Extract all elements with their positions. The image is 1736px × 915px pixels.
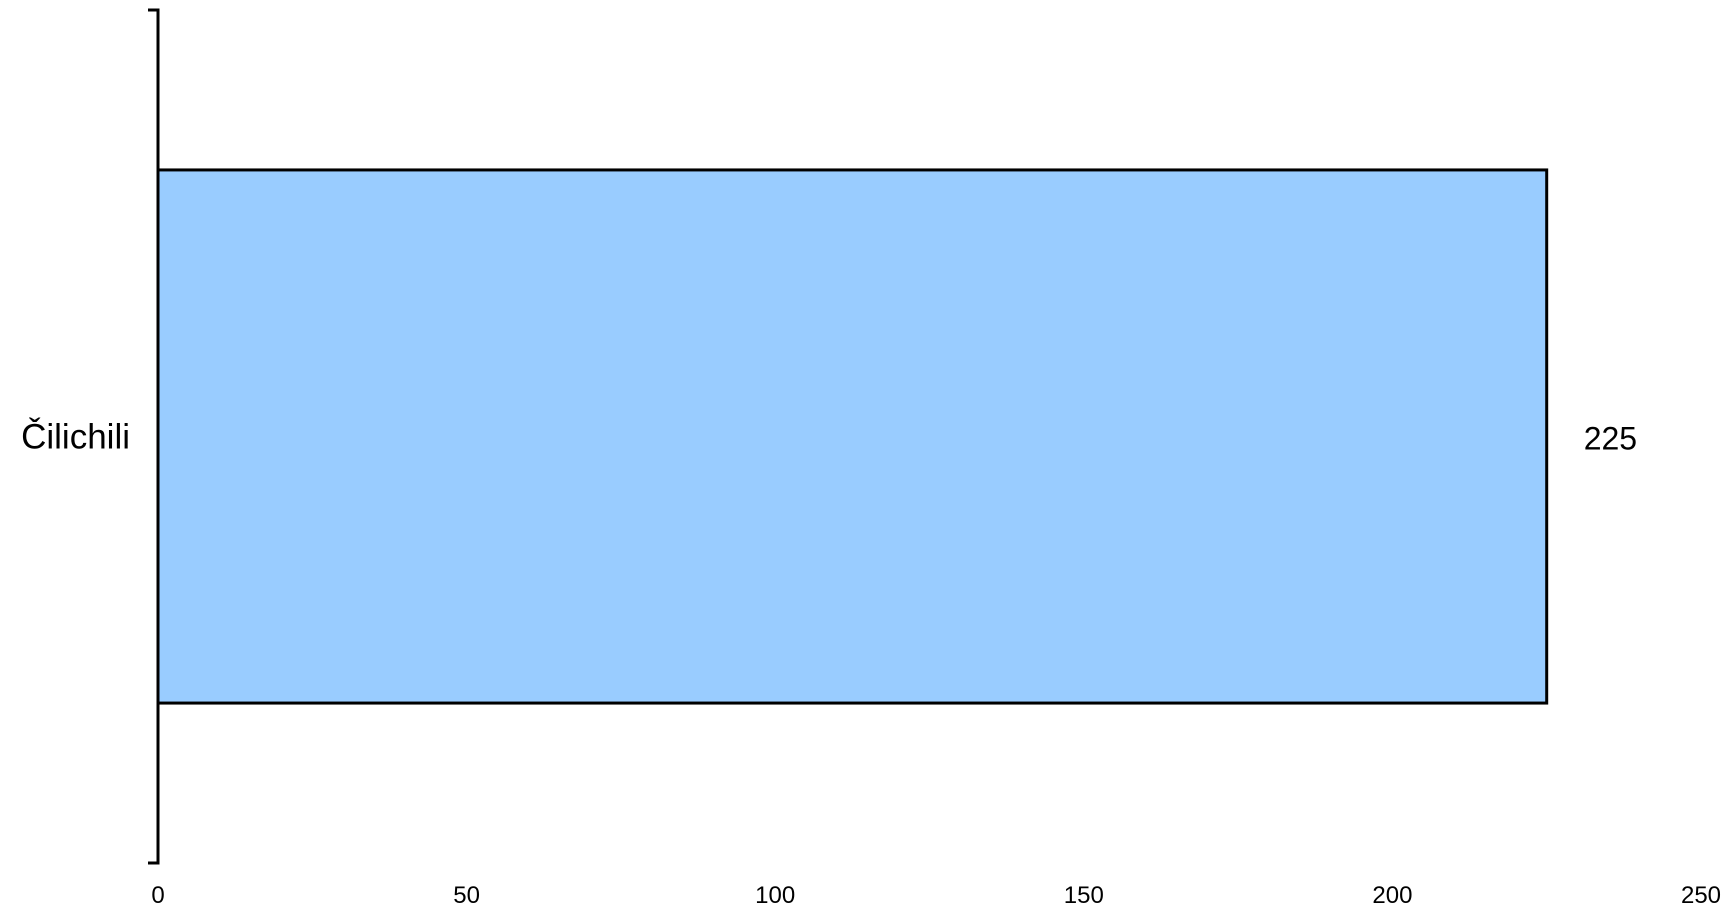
y-axis <box>148 8 160 865</box>
x-tick-label: 100 <box>755 882 795 909</box>
x-tick-label: 50 <box>453 882 480 909</box>
x-axis-ticks: 0 50 100 150 200 250 <box>151 882 1721 909</box>
bars-group <box>156 168 1549 705</box>
data-label: 225 <box>1584 421 1637 457</box>
x-tick-label: 0 <box>151 882 164 909</box>
bar-0 <box>156 168 1549 705</box>
x-tick-label: 250 <box>1681 882 1721 909</box>
labels-group: Čilichili 225 <box>21 418 1637 457</box>
x-tick-label: 200 <box>1372 882 1412 909</box>
category-label: Čilichili <box>21 418 130 457</box>
x-tick-label: 150 <box>1064 882 1104 909</box>
